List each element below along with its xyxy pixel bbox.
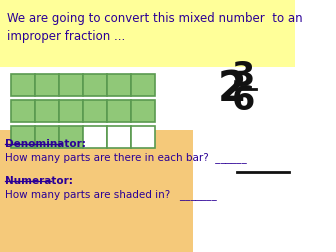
Text: 6: 6 — [232, 83, 255, 116]
Text: Denominator:: Denominator: — [5, 139, 86, 149]
Bar — [10, 100, 35, 122]
Text: 2: 2 — [217, 68, 246, 110]
Bar — [83, 74, 107, 96]
Bar — [0, 130, 193, 252]
Bar — [107, 100, 131, 122]
Bar — [10, 74, 35, 96]
Bar — [83, 126, 107, 148]
Bar — [131, 100, 155, 122]
Bar — [59, 126, 83, 148]
Bar — [107, 74, 131, 96]
Bar — [35, 74, 59, 96]
Bar — [131, 74, 155, 96]
Bar — [131, 126, 155, 148]
Text: We are going to convert this mixed number  to an
improper fraction ...: We are going to convert this mixed numbe… — [7, 12, 303, 43]
Text: How many parts are there in each bar?  ______: How many parts are there in each bar? __… — [5, 152, 247, 163]
Text: 3: 3 — [232, 60, 255, 93]
Bar — [83, 100, 107, 122]
Bar — [10, 126, 35, 148]
Bar — [107, 126, 131, 148]
Bar — [59, 74, 83, 96]
Bar — [59, 100, 83, 122]
Text: Numerator:: Numerator: — [5, 176, 73, 186]
Bar — [0, 0, 295, 67]
Text: How many parts are shaded in?   _______: How many parts are shaded in? _______ — [5, 189, 217, 200]
Bar — [35, 126, 59, 148]
Bar — [35, 100, 59, 122]
